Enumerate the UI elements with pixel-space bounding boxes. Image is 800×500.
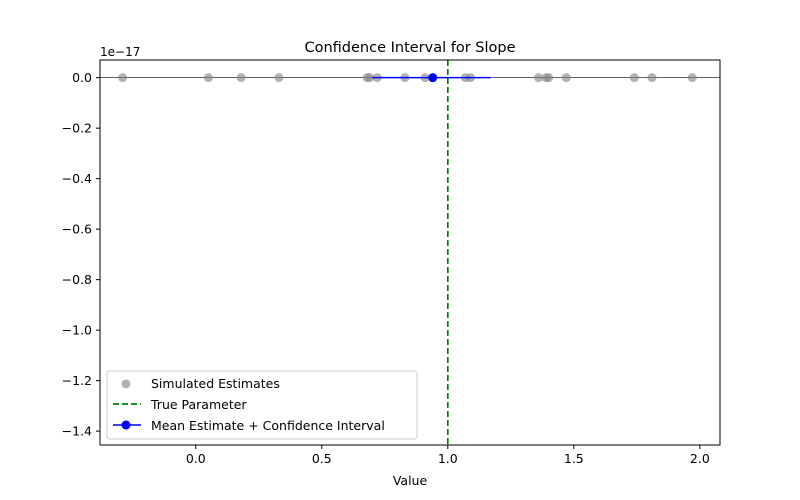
legend-label-true-parameter: True Parameter [150, 397, 247, 412]
plot-area [100, 60, 720, 445]
simulated-estimate-point [274, 73, 284, 83]
simulated-estimate-point [203, 73, 213, 83]
simulated-estimate-point [365, 73, 375, 83]
y-tick-label: −0.2 [62, 121, 92, 136]
simulated-estimate-point [544, 73, 554, 83]
axes: 0.0 0.5 1.0 1.5 2.0 0.0 −0.2 −0.4 −0.6 −0.8 −1.0 −1… [62, 59, 721, 466]
x-tick-label: 1.0 [438, 451, 458, 466]
simulated-estimate-point [687, 73, 697, 83]
legend-label-mean-estimate: Mean Estimate + Confidence Interval [151, 418, 385, 433]
y-tick-label: −0.4 [62, 171, 92, 186]
y-tick-label: −1.2 [62, 373, 92, 388]
legend-label-simulated-estimates: Simulated Estimates [151, 376, 280, 391]
simulated-estimate-point [629, 73, 639, 83]
legend-marker-mean-estimate [121, 420, 131, 430]
y-tick-label: −0.8 [62, 272, 92, 287]
y-offset-label: 1e−17 [100, 45, 140, 59]
y-tick-label: −0.6 [62, 222, 92, 237]
simulated-estimate-point [561, 73, 571, 83]
legend: Simulated Estimates True Parameter Mean … [106, 370, 418, 440]
y-tick-label: −1.0 [62, 323, 92, 338]
legend-frame [106, 370, 418, 440]
x-tick-label: 1.5 [564, 451, 584, 466]
mean-estimate-point [428, 73, 438, 83]
x-tick-label: 0.0 [186, 451, 206, 466]
axes-frame [99, 59, 721, 446]
y-tick-label: −1.4 [62, 424, 92, 439]
x-tick-label: 0.5 [312, 451, 332, 466]
x-axis-label: Value [393, 473, 428, 488]
simulated-estimate-point [118, 73, 128, 83]
x-tick-label: 2.0 [690, 451, 710, 466]
chart-title: Confidence Interval for Slope [304, 40, 515, 56]
simulated-estimate-point [236, 73, 246, 83]
legend-marker-simulated-estimates [121, 379, 131, 389]
simulated-estimate-point [647, 73, 657, 83]
y-tick-label: 0.0 [72, 70, 92, 85]
simulated-estimate-point [534, 73, 544, 83]
